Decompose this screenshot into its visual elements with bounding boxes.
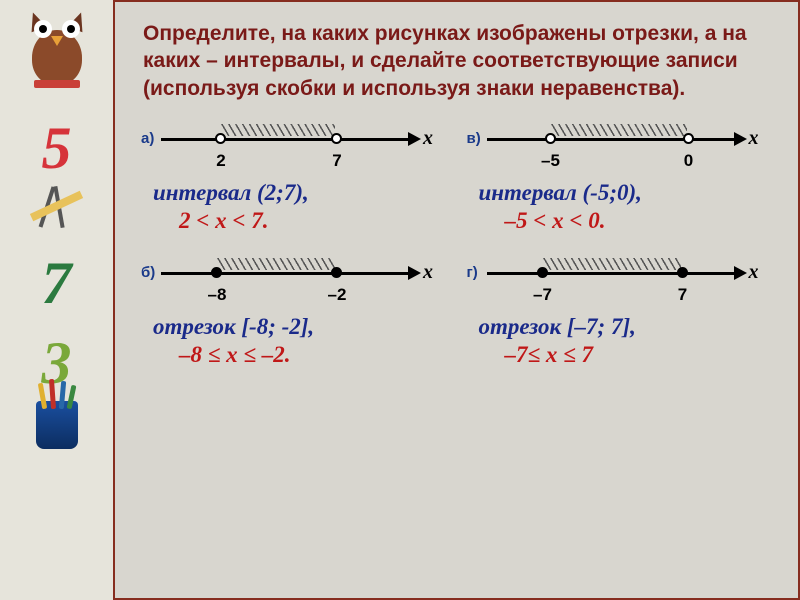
problem-g: г) x –7 7 отрезок [–7; 7], –7≤ x ≤ 7 <box>469 262 777 368</box>
answer-interval-notation: интервал (-5;0), <box>479 180 777 206</box>
axis-line <box>487 272 737 275</box>
point-2 <box>331 267 342 278</box>
point-1 <box>211 267 222 278</box>
answer-inequality: –7≤ x ≤ 7 <box>505 342 777 368</box>
problem-b: б) x –8 –2 отрезок [-8; -2], –8 ≤ x ≤ –2… <box>143 262 451 368</box>
problems-grid: а) x 2 7 интервал (2;7), 2 < x < 7. в) x <box>143 128 776 368</box>
point-2 <box>331 133 342 144</box>
sidebar-num-5: 5 <box>27 118 87 233</box>
problem-label: в) <box>467 130 481 147</box>
sidebar-num-3: 3 <box>36 333 78 449</box>
answer-inequality: –8 ≤ x ≤ –2. <box>179 342 451 368</box>
point-2-label: 7 <box>332 151 341 171</box>
problem-a: а) x 2 7 интервал (2;7), 2 < x < 7. <box>143 128 451 234</box>
axis-var: x <box>423 127 433 150</box>
pencil-cup-icon <box>36 401 78 449</box>
problem-label: а) <box>141 130 154 147</box>
point-2 <box>683 133 694 144</box>
point-1 <box>537 267 548 278</box>
interval-hatch <box>217 258 335 270</box>
answer-interval-notation: интервал (2;7), <box>153 180 451 206</box>
sidebar: 5 7 3 <box>0 0 115 600</box>
point-1-label: –5 <box>541 151 560 171</box>
answer-interval-notation: отрезок [–7; 7], <box>479 314 777 340</box>
point-1 <box>215 133 226 144</box>
number-line: x –7 7 <box>487 262 762 310</box>
axis-arrow-icon <box>734 132 747 146</box>
point-2 <box>677 267 688 278</box>
number-line: x 2 7 <box>161 128 436 176</box>
number-line: x –8 –2 <box>161 262 436 310</box>
point-2-label: 7 <box>678 285 687 305</box>
point-2-label: –2 <box>328 285 347 305</box>
answer-inequality: 2 < x < 7. <box>179 208 451 234</box>
owl-icon <box>22 10 92 90</box>
main-content: Определите, на каких рисунках изображены… <box>115 0 800 600</box>
problem-label: г) <box>467 264 478 281</box>
axis-line <box>487 138 737 141</box>
answer-inequality: –5 < x < 0. <box>505 208 777 234</box>
interval-hatch <box>551 124 687 136</box>
axis-line <box>161 138 411 141</box>
problem-label: б) <box>141 264 155 281</box>
axis-line <box>161 272 411 275</box>
problem-v: в) x –5 0 интервал (-5;0), –5 < x < 0. <box>469 128 777 234</box>
point-2-label: 0 <box>684 151 693 171</box>
axis-arrow-icon <box>408 266 421 280</box>
point-1-label: –7 <box>533 285 552 305</box>
point-1-label: –8 <box>208 285 227 305</box>
number-line: x –5 0 <box>487 128 762 176</box>
axis-var: x <box>749 261 759 284</box>
axis-var: x <box>749 127 759 150</box>
interval-hatch <box>221 124 335 136</box>
axis-var: x <box>423 261 433 284</box>
ruler-compass-icon <box>27 178 87 233</box>
point-1 <box>545 133 556 144</box>
answer-interval-notation: отрезок [-8; -2], <box>153 314 451 340</box>
point-1-label: 2 <box>216 151 225 171</box>
sidebar-num-7: 7 <box>42 253 72 313</box>
axis-arrow-icon <box>734 266 747 280</box>
task-text: Определите, на каких рисунках изображены… <box>143 20 776 102</box>
interval-hatch <box>543 258 681 270</box>
axis-arrow-icon <box>408 132 421 146</box>
